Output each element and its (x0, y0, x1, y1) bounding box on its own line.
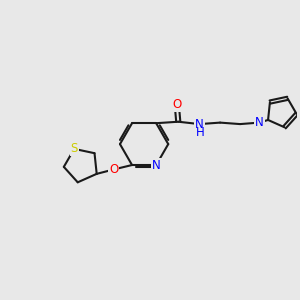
Text: O: O (109, 163, 119, 176)
Text: N: N (152, 158, 161, 172)
Text: O: O (172, 98, 182, 111)
Text: H: H (195, 126, 204, 139)
Text: S: S (70, 142, 78, 155)
Text: N: N (195, 118, 204, 130)
Text: N: N (255, 116, 264, 129)
